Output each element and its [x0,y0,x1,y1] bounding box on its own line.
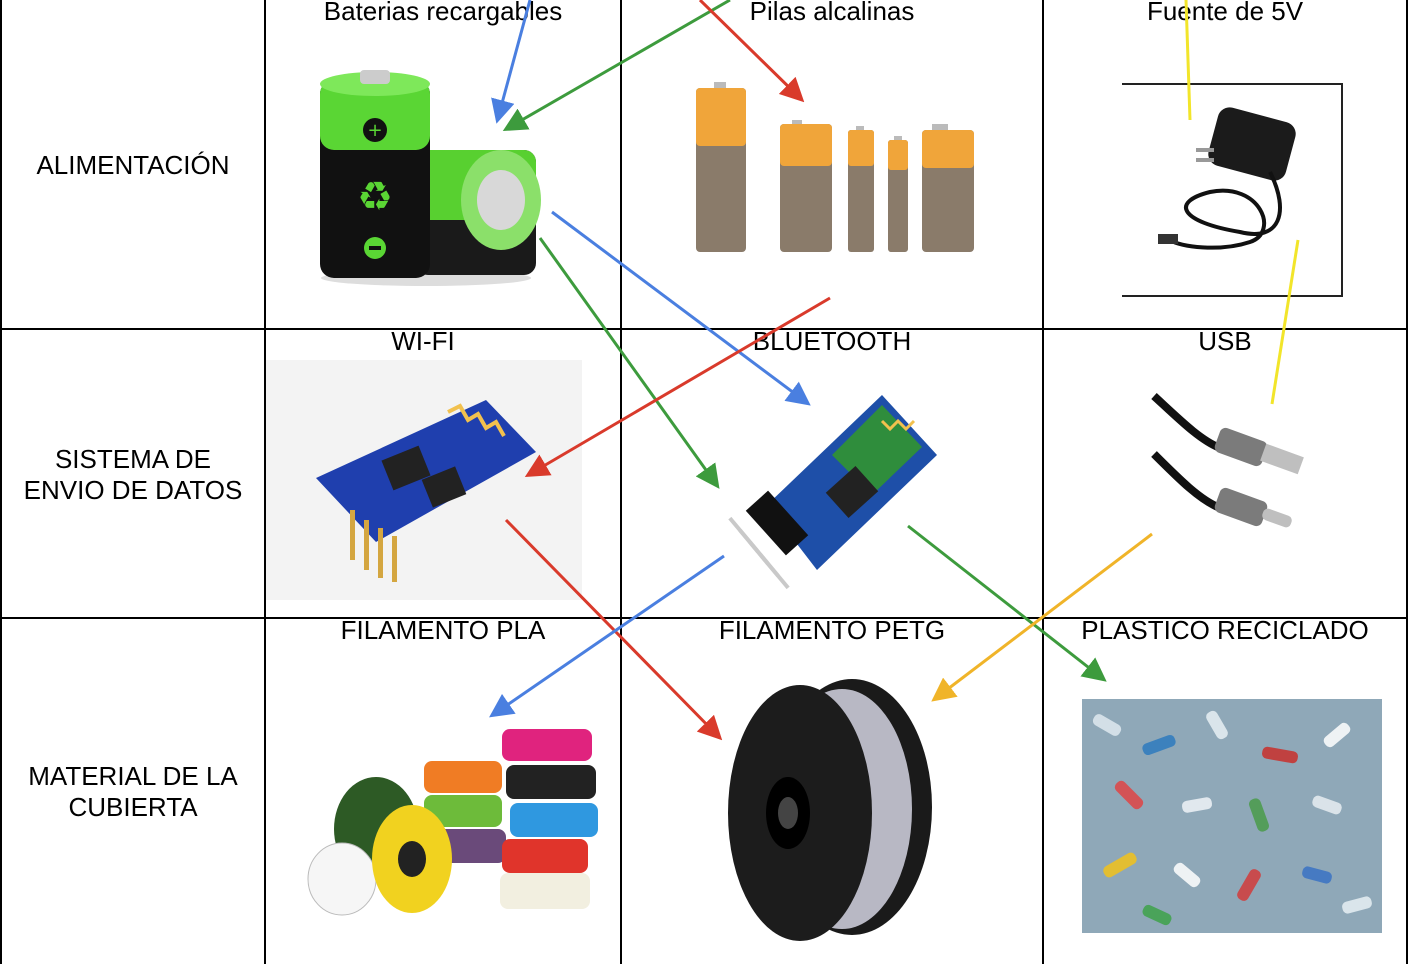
cell-rechargeable-batteries: Baterias recargables + ♻ [264,0,620,330]
row-label-text: SISTEMA DE ENVIO DE DATOS [23,443,243,505]
wifi-module-icon [266,360,582,600]
cell-title: PLASTICO RECICLADO [1081,615,1369,645]
alkaline-batteries-icon [696,82,974,252]
row-label-data-transmission: SISTEMA DE ENVIO DE DATOS [0,328,264,619]
cell-5v-supply: Fuente de 5V [1042,0,1408,330]
svg-text:+: + [367,120,382,141]
cell-title: Fuente de 5V [1146,0,1304,26]
cell-title: BLUETOOTH [752,326,912,356]
cell-title: FILAMENTO PLA [340,615,546,645]
row-label-text: MATERIAL DE LA CUBIERTA [28,760,238,822]
cell-title: Pilas alcalinas [749,0,915,26]
cell-title: FILAMENTO PETG [718,615,946,645]
svg-text:♻: ♻ [357,174,393,220]
row-label-enclosure-material: MATERIAL DE LA CUBIERTA [0,617,264,964]
rechargeable-battery-icon: + ♻ [320,70,541,286]
cell-title: Baterias recargables [323,0,563,26]
recycled-plastic-icon [1082,699,1382,933]
bluetooth-module-icon [728,395,937,590]
power-adapter-icon [1122,83,1343,297]
cell-title: USB [1198,326,1252,356]
row-label-power: ALIMENTACIÓN [0,0,264,330]
cell-recycled-plastic: PLASTICO RECICLADO [1042,615,1408,964]
filament-spools-icon [307,729,598,916]
cell-title: WI-FI [391,326,455,356]
petg-spool-icon [728,679,932,941]
usb-cable-icon [1151,393,1304,528]
cell-pla-filament: FILAMENTO PLA [264,615,620,964]
cell-wifi: WI-FI [264,326,620,619]
cell-petg-filament: FILAMENTO PETG [620,615,1042,964]
cell-alkaline-batteries: Pilas alcalinas [620,0,1042,330]
cell-usb: USB [1042,326,1408,619]
row-label-text: ALIMENTACIÓN [36,149,230,180]
cell-bluetooth: BLUETOOTH [620,326,1042,619]
